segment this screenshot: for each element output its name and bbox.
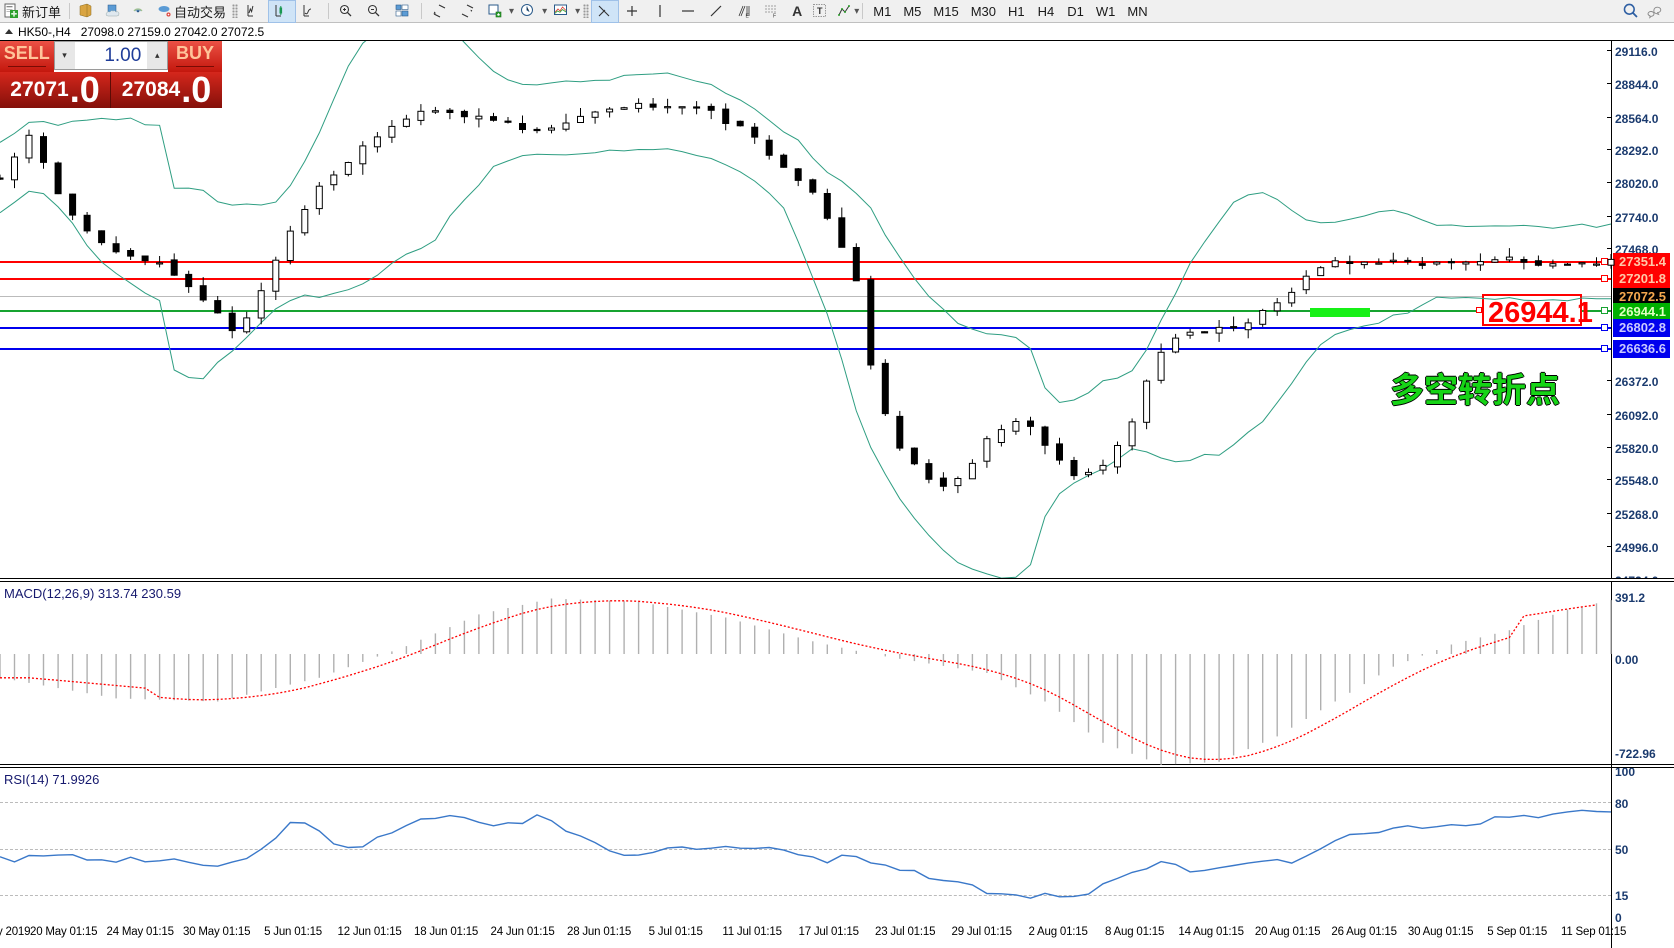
svg-text:F: F [773,14,776,20]
svg-text:T: T [817,6,823,16]
